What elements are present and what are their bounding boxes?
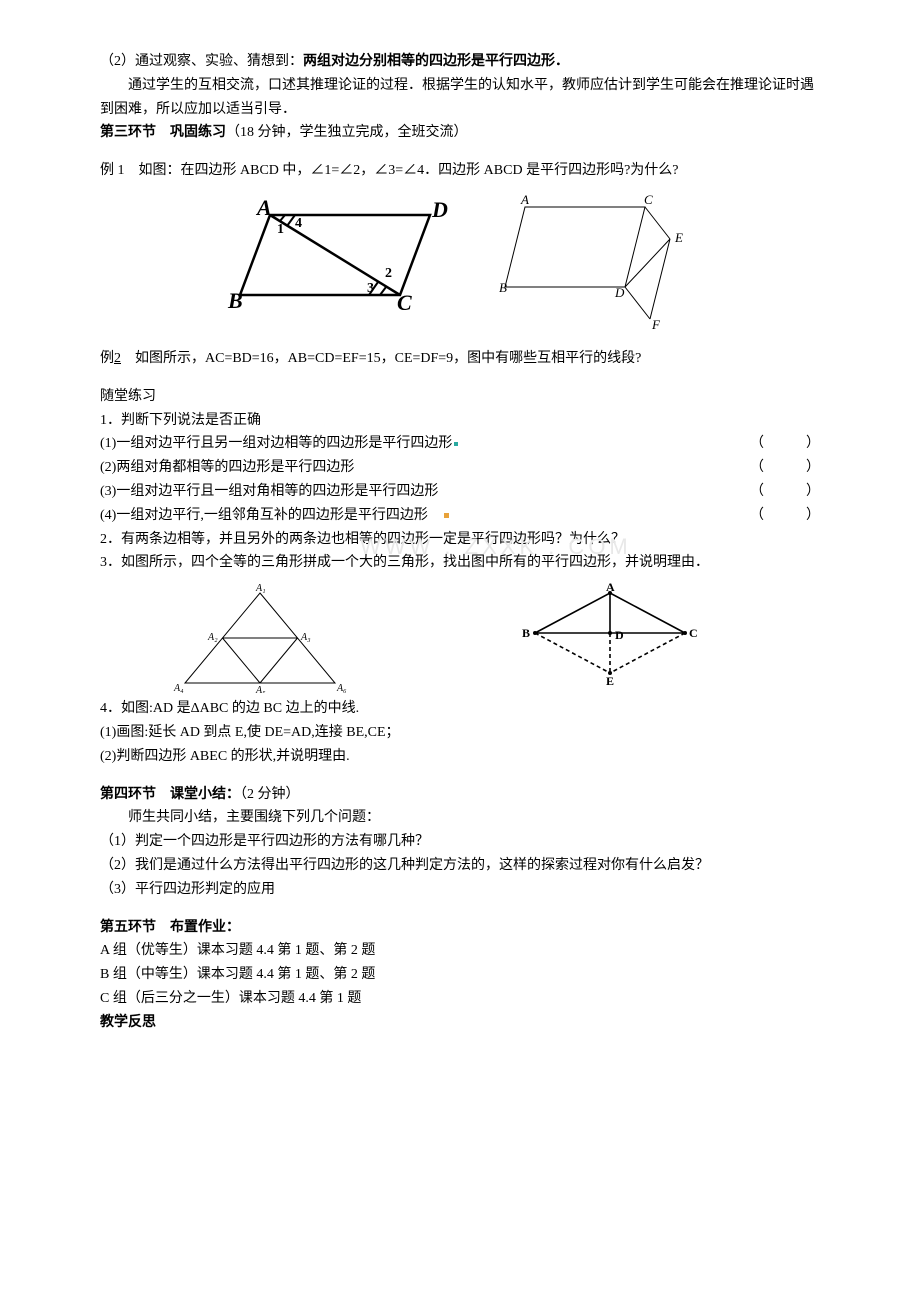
fig2-C: C <box>644 195 653 207</box>
fig3-A5: A₅ <box>255 685 266 693</box>
s4p3: （3）平行四边形判定的应用 <box>100 878 820 902</box>
hwA: A 组（优等生）课本习题 4.4 第 1 题、第 2 题 <box>100 939 820 963</box>
fig3-A3: A₃ <box>300 632 311 643</box>
sec3-title: 第三环节 巩固练习 <box>100 125 226 140</box>
example1: 例 1 如图：在四边形 ABCD 中，∠1=∠2，∠3=∠4．四边形 ABCD … <box>100 159 820 183</box>
figure-row-1: A D B C 1 4 2 3 A C B <box>100 195 820 335</box>
fig4-A: A <box>606 583 615 594</box>
fig2-A: A <box>520 195 529 207</box>
sec5-title: 第五环节 布置作业： <box>100 916 820 940</box>
fig1-2: 2 <box>385 266 392 281</box>
sec4-title: 第四环节 课堂小结： <box>100 787 240 802</box>
fig1-D: D <box>431 197 448 222</box>
s4p2: （2）我们是通过什么方法得出平行四边形的这几种判定方法的，这样的探索过程对你有什… <box>100 854 820 878</box>
ex2-num: 2 <box>114 351 121 366</box>
p1-text: （2）通过观察、实验、猜想到： <box>100 54 303 69</box>
page: （2）通过观察、实验、猜想到：两组对边分别相等的四边形是平行四边形． 通过学生的… <box>50 0 870 1095</box>
figure-row-2: A₁ A₂ A₃ A₄ A₅ A₆ <box>170 583 820 693</box>
figure3-four-triangles: A₁ A₂ A₃ A₄ A₅ A₆ <box>170 583 360 693</box>
fig2-E: E <box>674 230 683 245</box>
paren-4: （ ） <box>750 504 820 528</box>
fig2-B: B <box>499 280 507 295</box>
s4p0: 师生共同小结，主要围绕下列几个问题： <box>100 806 820 830</box>
fig3-A4: A₄ <box>173 683 184 693</box>
fig1-3: 3 <box>367 281 374 296</box>
q1a-row: (1)一组对边平行且另一组对边相等的四边形是平行四边形 （ ） <box>100 432 820 456</box>
q1a: (1)一组对边平行且另一组对边相等的四边形是平行四边形 <box>100 436 452 451</box>
p1-bold: 两组对边分别相等的四边形是平行四边形． <box>303 54 569 69</box>
dot-icon <box>454 442 458 446</box>
q2: 2．有两条边相等，并且另外的两条边也相等的四边形一定是平行四边形吗？为什么？ <box>100 528 820 552</box>
fig1-C: C <box>397 290 412 315</box>
example2: 例2 如图所示，AC=BD=16，AB=CD=EF=15，CE=DF=9，图中有… <box>100 347 820 371</box>
fig1-1: 1 <box>277 222 284 237</box>
reflect: 教学反思 <box>100 1011 820 1035</box>
fig4-B: B <box>522 626 530 640</box>
q1c-row: (3)一组对边平行且一组对角相等的四边形是平行四边形 （ ） <box>100 480 820 504</box>
section4-header: 第四环节 课堂小结：（2 分钟） <box>100 783 820 807</box>
hwB: B 组（中等生）课本习题 4.4 第 1 题、第 2 题 <box>100 963 820 987</box>
q1d: (4)一组对边平行,一组邻角互补的四边形是平行四边形 <box>100 508 428 523</box>
fig3-A1: A₁ <box>255 583 266 594</box>
fig1-B: B <box>227 288 243 313</box>
paren-1: （ ） <box>750 432 820 456</box>
figure2-acbdef: A C B D E F <box>495 195 695 335</box>
q1: 1．判断下列说法是否正确 <box>100 409 820 433</box>
q4a: (1)画图:延长 AD 到点 E,使 DE=AD,连接 BE,CE； <box>100 721 820 745</box>
q3: 3．如图所示，四个全等的三角形拼成一个大的三角形，找出图中所有的平行四边形，并说… <box>100 551 820 575</box>
q4: 4．如图:AD 是ΔABC 的边 BC 边上的中线. <box>100 697 820 721</box>
fig1-4: 4 <box>295 216 302 231</box>
fig3-A2: A₂ <box>207 632 218 643</box>
hwC: C 组（后三分之一生）课本习题 4.4 第 1 题 <box>100 987 820 1011</box>
q1c: (3)一组对边平行且一组对角相等的四边形是平行四边形 <box>100 480 742 504</box>
para-explain: 通过学生的互相交流，口述其推理论证的过程．根据学生的认知水平，教师应估计到学生可… <box>100 74 820 122</box>
fig4-D: D <box>615 628 624 642</box>
fig2-F: F <box>651 317 661 332</box>
fig4-E: E <box>606 674 614 688</box>
q1b: (2)两组对角都相等的四边形是平行四边形 <box>100 456 742 480</box>
figure4-abec: A B C D E <box>520 583 700 688</box>
q4b: (2)判断四边形 ABEC 的形状,并说明理由. <box>100 745 820 769</box>
practice-title: 随堂练习 <box>100 385 820 409</box>
ex2-text: 如图所示，AC=BD=16，AB=CD=EF=15，CE=DF=9，图中有哪些互… <box>121 351 641 366</box>
sec3-note: （18 分钟，学生独立完成，全班交流） <box>226 125 468 140</box>
figure1-parallelogram: A D B C 1 4 2 3 <box>225 195 455 315</box>
para-observe: （2）通过观察、实验、猜想到：两组对边分别相等的四边形是平行四边形． <box>100 50 820 74</box>
q1b-row: (2)两组对角都相等的四边形是平行四边形 （ ） <box>100 456 820 480</box>
fig3-A6: A₆ <box>336 683 347 693</box>
ex2-pre: 例 <box>100 351 114 366</box>
sec4-note: （2 分钟） <box>240 787 300 802</box>
paren-2: （ ） <box>750 456 820 480</box>
s4p1: （1）判定一个四边形是平行四边形的方法有哪几种？ <box>100 830 820 854</box>
fig2-D: D <box>614 285 625 300</box>
q1d-row: (4)一组对边平行,一组邻角互补的四边形是平行四边形 （ ） <box>100 504 820 528</box>
fig1-A: A <box>255 195 272 220</box>
fig4-C: C <box>689 626 698 640</box>
q2-wrap: 2．有两条边相等，并且另外的两条边也相等的四边形一定是平行四边形吗？为什么？ W… <box>100 528 820 552</box>
section3-header: 第三环节 巩固练习（18 分钟，学生独立完成，全班交流） <box>100 121 820 145</box>
paren-3: （ ） <box>750 480 820 504</box>
dot-icon <box>444 513 449 518</box>
